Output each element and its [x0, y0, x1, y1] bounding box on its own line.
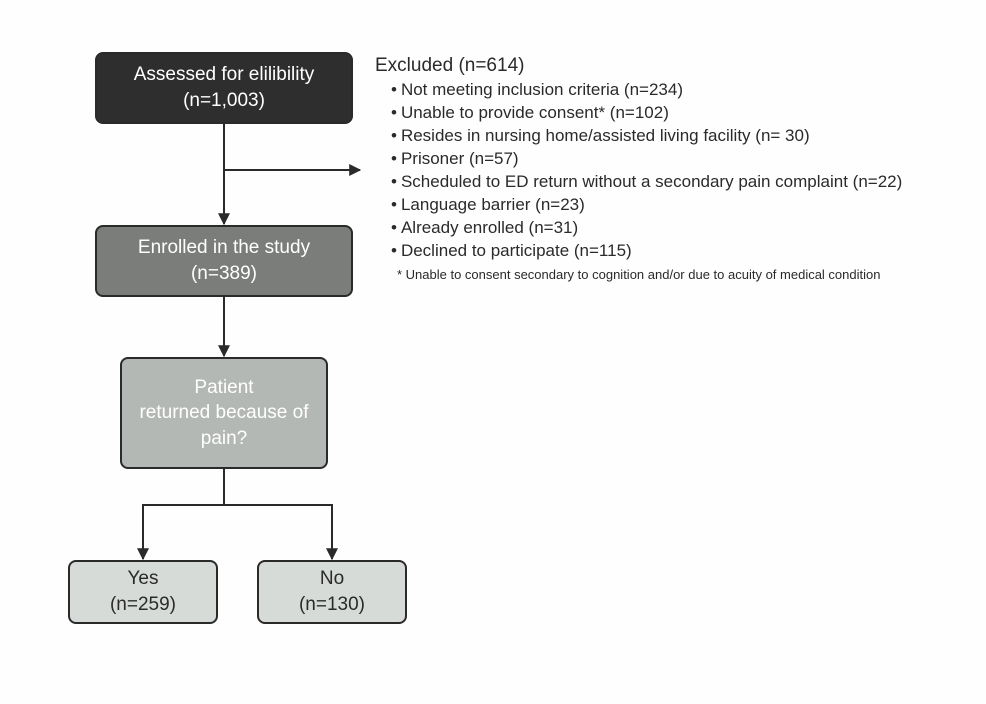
node-enrolled-line1: Enrolled in the study: [138, 235, 310, 261]
excluded-item: Prisoner (n=57): [391, 149, 902, 169]
node-returned-line1: Patient: [194, 375, 253, 401]
node-assessed-line2: (n=1,003): [183, 88, 265, 114]
node-yes-line1: Yes: [128, 566, 159, 592]
excluded-footnote: * Unable to consent secondary to cogniti…: [397, 267, 902, 282]
excluded-item: Scheduled to ED return without a seconda…: [391, 172, 902, 192]
node-returned: Patient returned because of pain?: [120, 357, 328, 469]
node-yes-line2: (n=259): [110, 592, 176, 618]
node-returned-line3: pain?: [201, 426, 248, 452]
node-no: No (n=130): [257, 560, 407, 624]
excluded-item: Resides in nursing home/assisted living …: [391, 126, 902, 146]
node-no-line2: (n=130): [299, 592, 365, 618]
node-assessed-line1: Assessed for elilibility: [134, 62, 315, 88]
excluded-item: Declined to participate (n=115): [391, 241, 902, 261]
excluded-item: Language barrier (n=23): [391, 195, 902, 215]
excluded-item: Already enrolled (n=31): [391, 218, 902, 238]
excluded-item: Unable to provide consent* (n=102): [391, 103, 902, 123]
node-yes: Yes (n=259): [68, 560, 218, 624]
node-no-line1: No: [320, 566, 344, 592]
excluded-block: Excluded (n=614) Not meeting inclusion c…: [375, 55, 902, 282]
node-assessed: Assessed for elilibility (n=1,003): [95, 52, 353, 124]
node-returned-line2: returned because of: [139, 400, 308, 426]
excluded-item: Not meeting inclusion criteria (n=234): [391, 80, 902, 100]
excluded-header: Excluded (n=614): [375, 55, 902, 77]
node-enrolled: Enrolled in the study (n=389): [95, 225, 353, 297]
node-enrolled-line2: (n=389): [191, 261, 257, 287]
